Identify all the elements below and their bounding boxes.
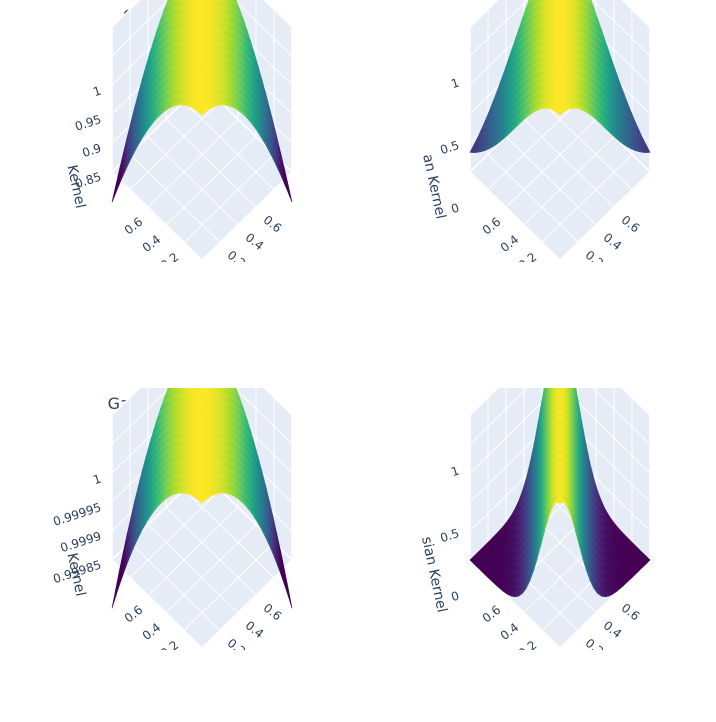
gridline — [523, 118, 615, 208]
z-tick-label: 1 — [449, 464, 461, 480]
gridline — [505, 118, 597, 208]
chart-panel-1: Gamma = 0.2 10.950.90.850.20.40.60.20.40… — [0, 0, 358, 334]
surface — [469, 388, 651, 598]
surface-plot[interactable]: 10.500.20.40.60.20.40.6an Kernel — [358, 0, 716, 262]
surface-facet — [555, 107, 565, 116]
gridline — [183, 101, 275, 190]
scene: 10.999950.99990.999850.20.40.60.20.40.6K… — [51, 388, 294, 650]
gridline — [147, 136, 239, 226]
y-tick-label: 0.2 — [516, 250, 540, 262]
x-tick-label: 0.6 — [619, 601, 643, 624]
x-tick-label: 0.2 — [583, 636, 607, 650]
z-tick-label: 0.95 — [73, 112, 103, 134]
z-axis-label: sian Kernel — [418, 535, 450, 614]
z-tick-label: 0 — [449, 589, 461, 605]
y-tick-label: 0.4 — [140, 232, 164, 255]
gridline — [487, 154, 579, 243]
surface — [111, 0, 293, 203]
surface — [111, 388, 293, 609]
gridline — [469, 0, 651, 57]
gridline — [469, 388, 651, 474]
gridline — [183, 489, 275, 578]
x-tick-label: 0.6 — [261, 601, 285, 624]
gridline — [129, 542, 221, 631]
y-tick-label: 0.6 — [480, 603, 504, 626]
z-tick-label: 1 — [91, 84, 103, 100]
gridline — [129, 489, 221, 578]
y-tick-label: 0.6 — [122, 603, 146, 626]
x-tick-label: 0.2 — [225, 248, 249, 262]
x-tick-label: 0.4 — [601, 618, 625, 641]
x-tick-label: 0.4 — [243, 618, 267, 641]
y-tick-label: 0.2 — [516, 638, 540, 650]
gridline — [147, 118, 239, 208]
x-tick-label: 0.2 — [583, 248, 607, 262]
y-tick-label: 0.4 — [498, 232, 522, 255]
gridline — [487, 101, 579, 190]
y-tick-label: 0.4 — [140, 620, 164, 643]
gridline — [469, 388, 651, 445]
gridline — [165, 524, 257, 614]
x-tick-label: 0.4 — [243, 230, 267, 253]
gridline — [111, 388, 293, 445]
x-tick-label: 0.6 — [261, 213, 285, 236]
surface-facet — [555, 495, 565, 504]
gridline — [129, 154, 221, 243]
gridline — [129, 101, 221, 190]
gridline — [541, 154, 633, 243]
gridline — [111, 0, 293, 57]
y-tick-label: 0.6 — [122, 215, 146, 238]
x-tick-label: 0.6 — [619, 213, 643, 236]
gridline — [183, 154, 275, 243]
y-tick-label: 0.2 — [158, 250, 182, 262]
gridline — [505, 136, 597, 226]
z-tick-label: 0.5 — [438, 138, 460, 157]
z-tick-label: 0 — [449, 201, 461, 217]
chart-panel-3: Gamma = 0.0002 10.999950.99990.999850.20… — [0, 388, 358, 722]
z-axis-label: an Kernel — [419, 153, 448, 221]
y-tick-label: 0.6 — [480, 215, 504, 238]
gridline — [469, 0, 651, 86]
surface — [469, 0, 651, 153]
scene: 10.500.20.40.60.20.40.6an Kernel — [419, 0, 652, 262]
chart-panel-2: Gamma = 2 10.500.20.40.60.20.40.6an Kern… — [358, 0, 716, 334]
z-tick-label: 0.9 — [80, 141, 102, 160]
gridline — [147, 506, 239, 596]
y-tick-label: 0.2 — [158, 638, 182, 650]
x-tick-label: 0.2 — [225, 636, 249, 650]
surface-plot[interactable]: 10.999950.99990.999850.20.40.60.20.40.6K… — [0, 388, 358, 650]
z-tick-label: 0.9999 — [59, 529, 103, 555]
gridline — [165, 506, 257, 596]
gridline — [541, 101, 633, 190]
z-tick-label: 0.99995 — [51, 500, 103, 529]
floor — [110, 82, 294, 262]
gridline — [183, 542, 275, 631]
gridline — [165, 136, 257, 226]
gridline — [523, 136, 615, 226]
z-tick-label: 0.5 — [438, 526, 460, 545]
gridline — [165, 118, 257, 208]
gridline — [147, 524, 239, 614]
x-tick-label: 0.4 — [601, 230, 625, 253]
z-tick-label: 1 — [449, 76, 461, 92]
surface-facet — [197, 107, 207, 116]
z-tick-label: 1 — [91, 472, 103, 488]
z-axis-label: Kernel — [64, 163, 89, 209]
gridline — [111, 0, 293, 86]
surface-facet — [197, 495, 207, 504]
y-tick-label: 0.4 — [498, 620, 522, 643]
gridline — [111, 388, 293, 474]
